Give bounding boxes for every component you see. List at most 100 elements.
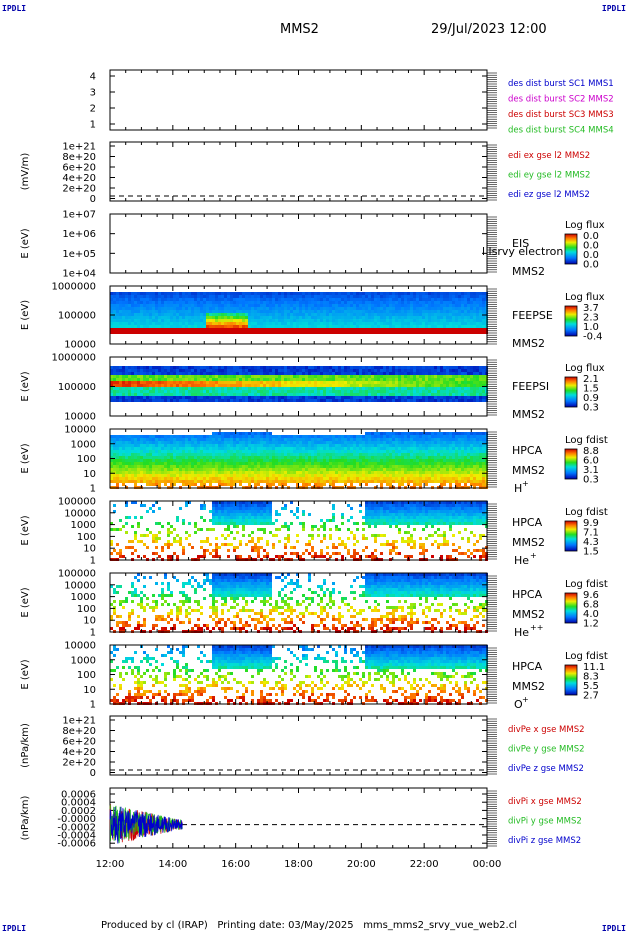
spectrogram-cell (242, 462, 245, 465)
spectrogram-cell (368, 369, 371, 372)
spectrogram-cell (386, 304, 389, 307)
spectrogram-cell (437, 369, 440, 372)
spectrogram-cell (254, 328, 257, 331)
spectrogram-cell (422, 378, 425, 381)
spectrogram-cell (323, 313, 326, 316)
spectrogram-cell (281, 304, 284, 307)
spectrogram-cell (284, 477, 287, 480)
spectrogram-cell (221, 432, 224, 435)
spectrogram-cell (464, 390, 467, 393)
spectrogram-cell (260, 456, 263, 459)
spectrogram-cell (254, 471, 257, 474)
spectrogram-cell (140, 310, 143, 313)
spectrogram-cell (215, 325, 218, 328)
spectrogram-cell (278, 375, 281, 378)
spectrogram-cell (404, 328, 407, 331)
spectrogram-cell (476, 372, 479, 375)
spectrogram-cell (122, 450, 125, 453)
spectrogram-cell (179, 447, 182, 450)
spectrogram-cell (275, 378, 278, 381)
spectrogram-cell (128, 381, 131, 384)
spectrogram-cell (311, 316, 314, 319)
spectrogram-cell (404, 387, 407, 390)
spectrogram-cell (305, 393, 308, 396)
spectrogram-cell (479, 384, 482, 387)
spectrogram-cell (224, 390, 227, 393)
spectrogram-cell (374, 310, 377, 313)
spectrogram-cell (239, 441, 242, 444)
spectrogram-cell (179, 396, 182, 399)
spectrogram-cell (419, 369, 422, 372)
spectrogram-cell (386, 313, 389, 316)
spectrogram-cell (251, 301, 254, 304)
spectrogram-cell (227, 325, 230, 328)
spectrogram-cell (356, 295, 359, 298)
spectrogram-cell (173, 456, 176, 459)
spectrogram-cell (395, 390, 398, 393)
spectrogram-cell (464, 331, 467, 334)
spectrogram-cell (122, 480, 125, 483)
spectrogram-cell (251, 316, 254, 319)
spectrogram-cell (254, 399, 257, 402)
spectrogram-cell (314, 483, 317, 486)
spectrogram-cell (314, 456, 317, 459)
spectrogram-cell (275, 453, 278, 456)
spectrogram-cell (254, 322, 257, 325)
spectrogram-cell (209, 459, 212, 462)
spectrogram-cell (452, 393, 455, 396)
spectrogram-cell (296, 465, 299, 468)
spectrogram-cell (263, 456, 266, 459)
spectrogram-cell (362, 384, 365, 387)
spectrogram-cell (209, 438, 212, 441)
spectrogram-cell (245, 319, 248, 322)
spectrogram-cell (113, 447, 116, 450)
spectrogram-cell (449, 331, 452, 334)
spectrogram-cell (164, 483, 167, 486)
spectrogram-cell (119, 301, 122, 304)
spectrogram-cell (200, 384, 203, 387)
spectrogram-cell (173, 474, 176, 477)
spectrogram-cell (461, 304, 464, 307)
spectrogram-cell (455, 369, 458, 372)
spectrogram-cell (143, 381, 146, 384)
spectrogram-cell (353, 298, 356, 301)
spectrogram-cell (179, 390, 182, 393)
spectrogram-cell (227, 298, 230, 301)
spectrogram-cell (191, 331, 194, 334)
spectrogram-cell (128, 328, 131, 331)
spectrogram-cell (218, 438, 221, 441)
spectrogram-cell (377, 399, 380, 402)
spectrogram-cell (407, 313, 410, 316)
spectrogram-cell (275, 316, 278, 319)
spectrogram-cell (473, 328, 476, 331)
spectrogram-cell (278, 456, 281, 459)
spectrogram-cell (341, 399, 344, 402)
spectrogram-cell (341, 316, 344, 319)
spectrogram-cell (410, 292, 413, 295)
spectrogram-cell (443, 304, 446, 307)
spectrogram-cell (146, 468, 149, 471)
spectrogram-cell (149, 295, 152, 298)
spectrogram-cell (281, 313, 284, 316)
spectrogram-cell (368, 375, 371, 378)
spectrogram-cell (320, 444, 323, 447)
spectrogram-cell (194, 483, 197, 486)
spectrogram-cell (329, 292, 332, 295)
spectrogram-cell (350, 304, 353, 307)
spectrogram-cell (389, 393, 392, 396)
spectrogram-cell (164, 480, 167, 483)
spectrogram-cell (245, 441, 248, 444)
spectrogram-cell (221, 298, 224, 301)
spectrogram-cell (425, 393, 428, 396)
spectrogram-cell (137, 325, 140, 328)
spectrogram-cell (245, 384, 248, 387)
spectrogram-cell (398, 331, 401, 334)
spectrogram-cell (170, 322, 173, 325)
spectrogram-cell (302, 322, 305, 325)
panel-frame (109, 69, 488, 131)
spectrogram-cell (245, 432, 248, 435)
spectrogram-cell (416, 322, 419, 325)
spectrogram-cell (260, 444, 263, 447)
spectrogram-cell (410, 387, 413, 390)
spectrogram-cell (455, 381, 458, 384)
